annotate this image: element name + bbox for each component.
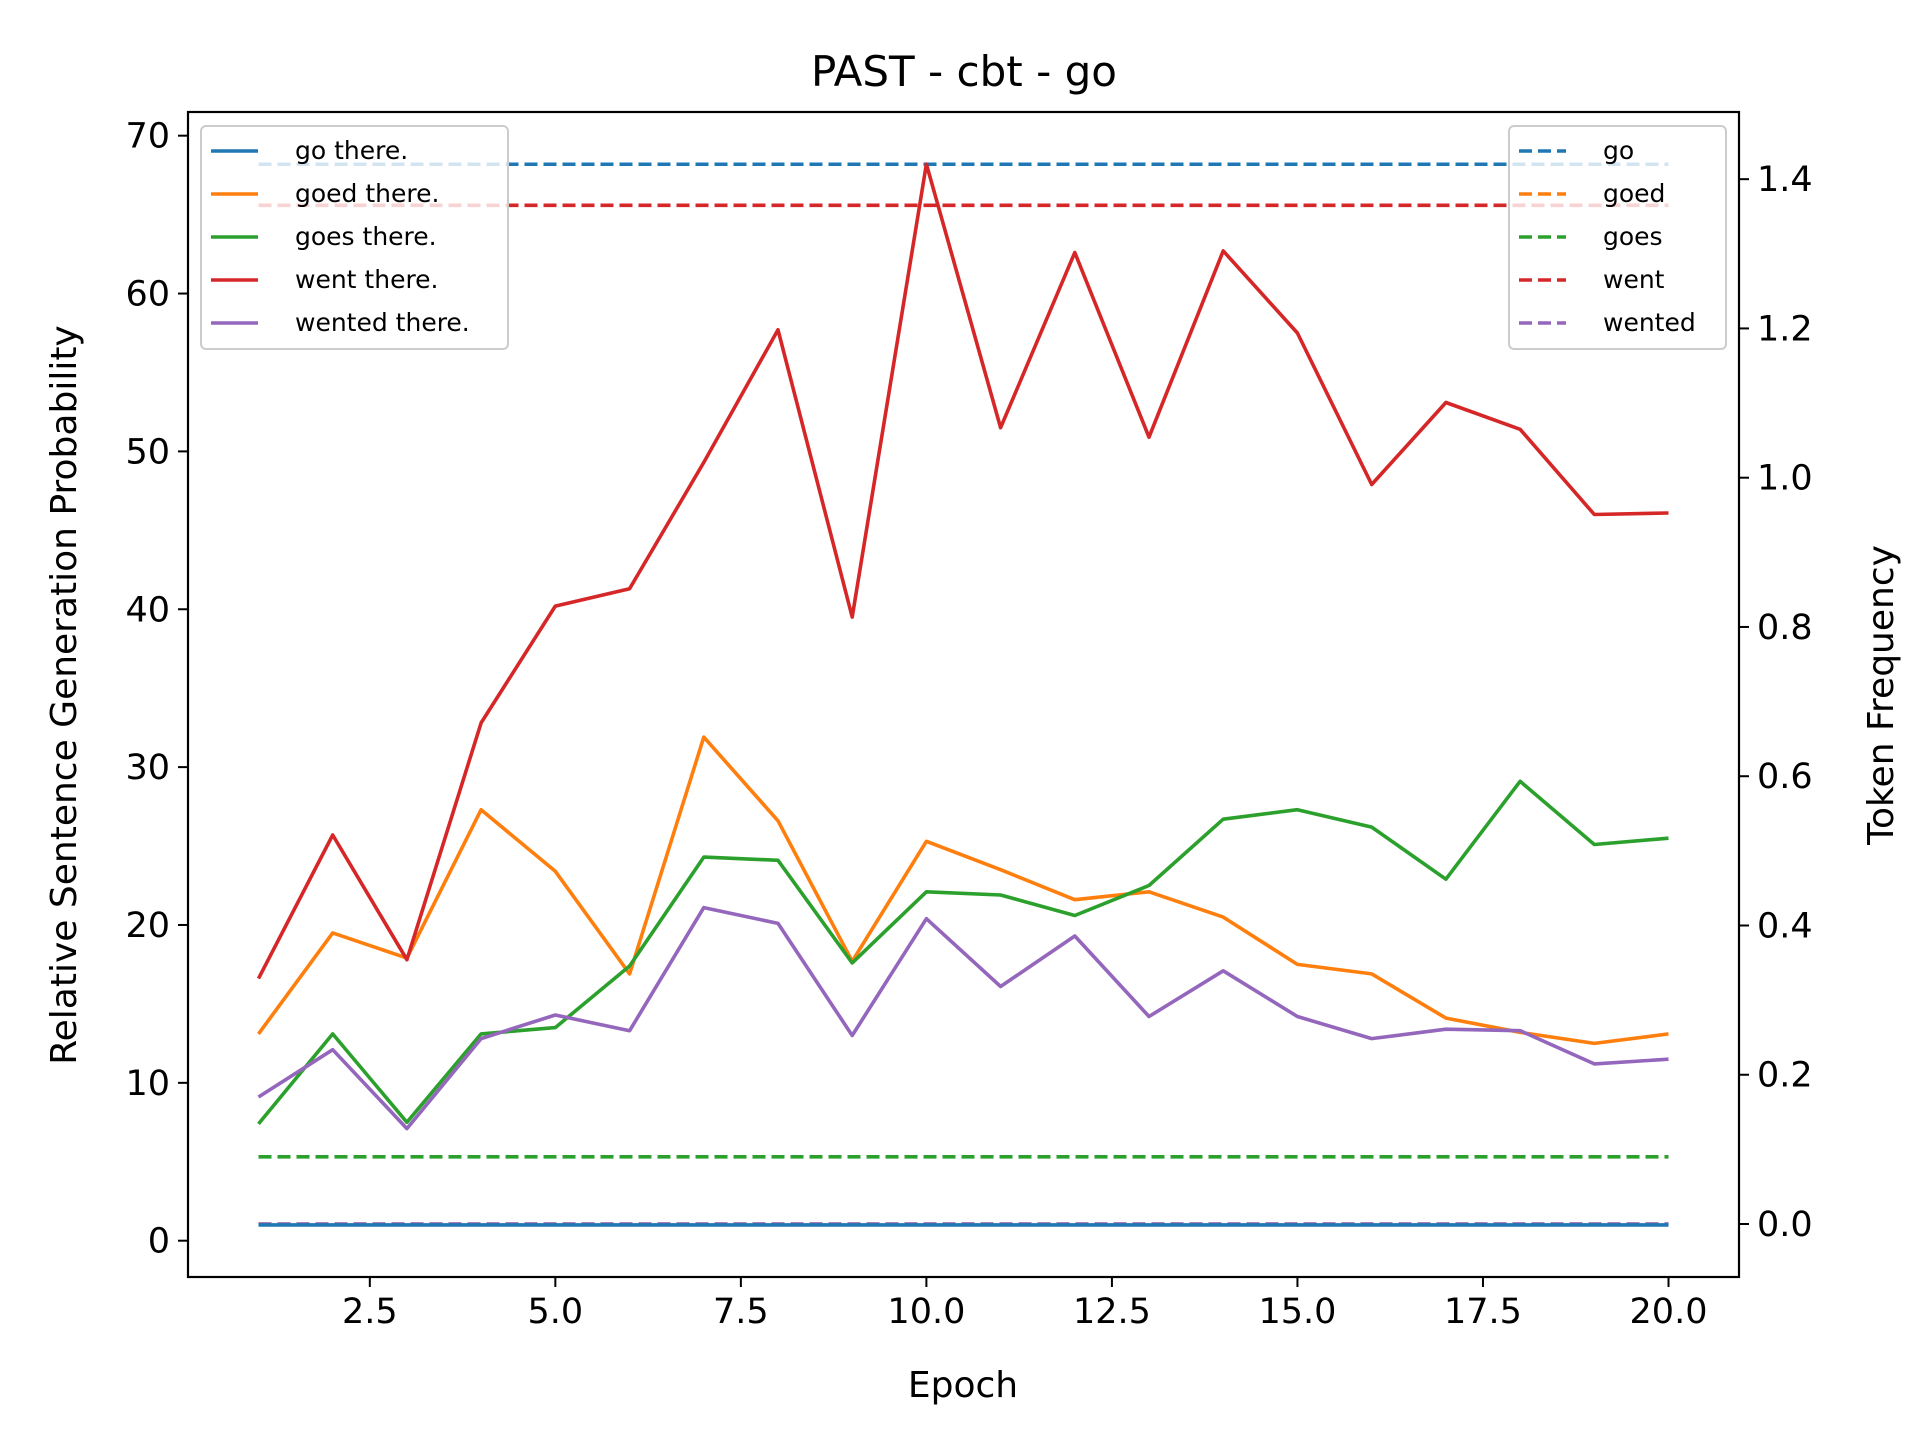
x-tick-label: 2.5 [342,1292,398,1332]
x-tick-label: 17.5 [1444,1292,1522,1332]
y-tick-label: 0 [148,1222,170,1262]
legend-label-wented-there: wented there. [295,308,470,337]
x-tick-label: 7.5 [713,1292,769,1332]
x-tick-label: 5.0 [528,1292,584,1332]
y-tick-label: 10 [125,1064,170,1104]
y-tick-label: 40 [125,590,170,630]
legend-frame [200,125,509,350]
y-tick-label: 60 [125,275,170,315]
chart-title: PAST - cbt - go [811,47,1117,96]
y2-tick-label: 1.2 [1757,309,1813,349]
y2-tick-label: 1.4 [1757,160,1813,200]
legend-label-go: go [1603,136,1634,165]
x-tick-label: 10.0 [887,1292,965,1332]
y-tick-label: 50 [125,432,170,472]
series-line-goed-there [257,735,1669,1046]
y-axis-label: Relative Sentence Generation Probability [44,325,85,1064]
y-axis-left: 0 10 20 30 40 50 60 70 [125,117,188,1262]
legend-label-went: went [1603,265,1665,294]
x-tick-label: 15.0 [1258,1292,1336,1332]
series-line-went-there [256,162,1669,980]
legend-label-go-there: go there. [295,136,408,165]
legend-tokens: go goed goes went wented [1508,125,1727,350]
plot-frame [186,110,1741,1279]
legend-label-goed: goed [1603,179,1665,208]
legend-label-wented: wented [1603,308,1696,337]
y2-tick-label: 0.0 [1757,1205,1813,1245]
legend-label-goed-there: goed there. [295,179,439,208]
y-tick-label: 20 [125,906,170,946]
x-axis: 2.5 5.0 7.5 10.0 12.5 15.0 17.5 20.0 [342,1277,1707,1332]
legend-label-goes-there: goes there. [295,222,437,251]
y-tick-label: 70 [125,117,170,157]
x-tick-label: 12.5 [1073,1292,1151,1332]
y2-tick-label: 0.6 [1757,757,1813,797]
y2-tick-label: 0.4 [1757,906,1813,946]
x-axis-label: Epoch [908,1365,1018,1406]
legend-frame [1508,125,1727,350]
y-tick-label: 30 [125,748,170,788]
y-axis-right: 0.0 0.2 0.4 0.6 0.8 1.0 1.2 1.4 [1739,160,1813,1245]
x-tick-label: 20.0 [1630,1292,1708,1332]
legend-sentences: go there. goed there. goes there. went ther… [200,125,509,350]
series-line-wented-there [257,905,1669,1131]
y2-tick-label: 1.0 [1757,459,1813,499]
y2-tick-label: 0.2 [1757,1056,1813,1096]
legend-label-went-there: went there. [295,265,439,294]
y2-tick-label: 0.8 [1757,608,1813,648]
y2-axis-label: Token Frequency [1861,545,1902,846]
legend-label-goes: goes [1603,222,1663,251]
